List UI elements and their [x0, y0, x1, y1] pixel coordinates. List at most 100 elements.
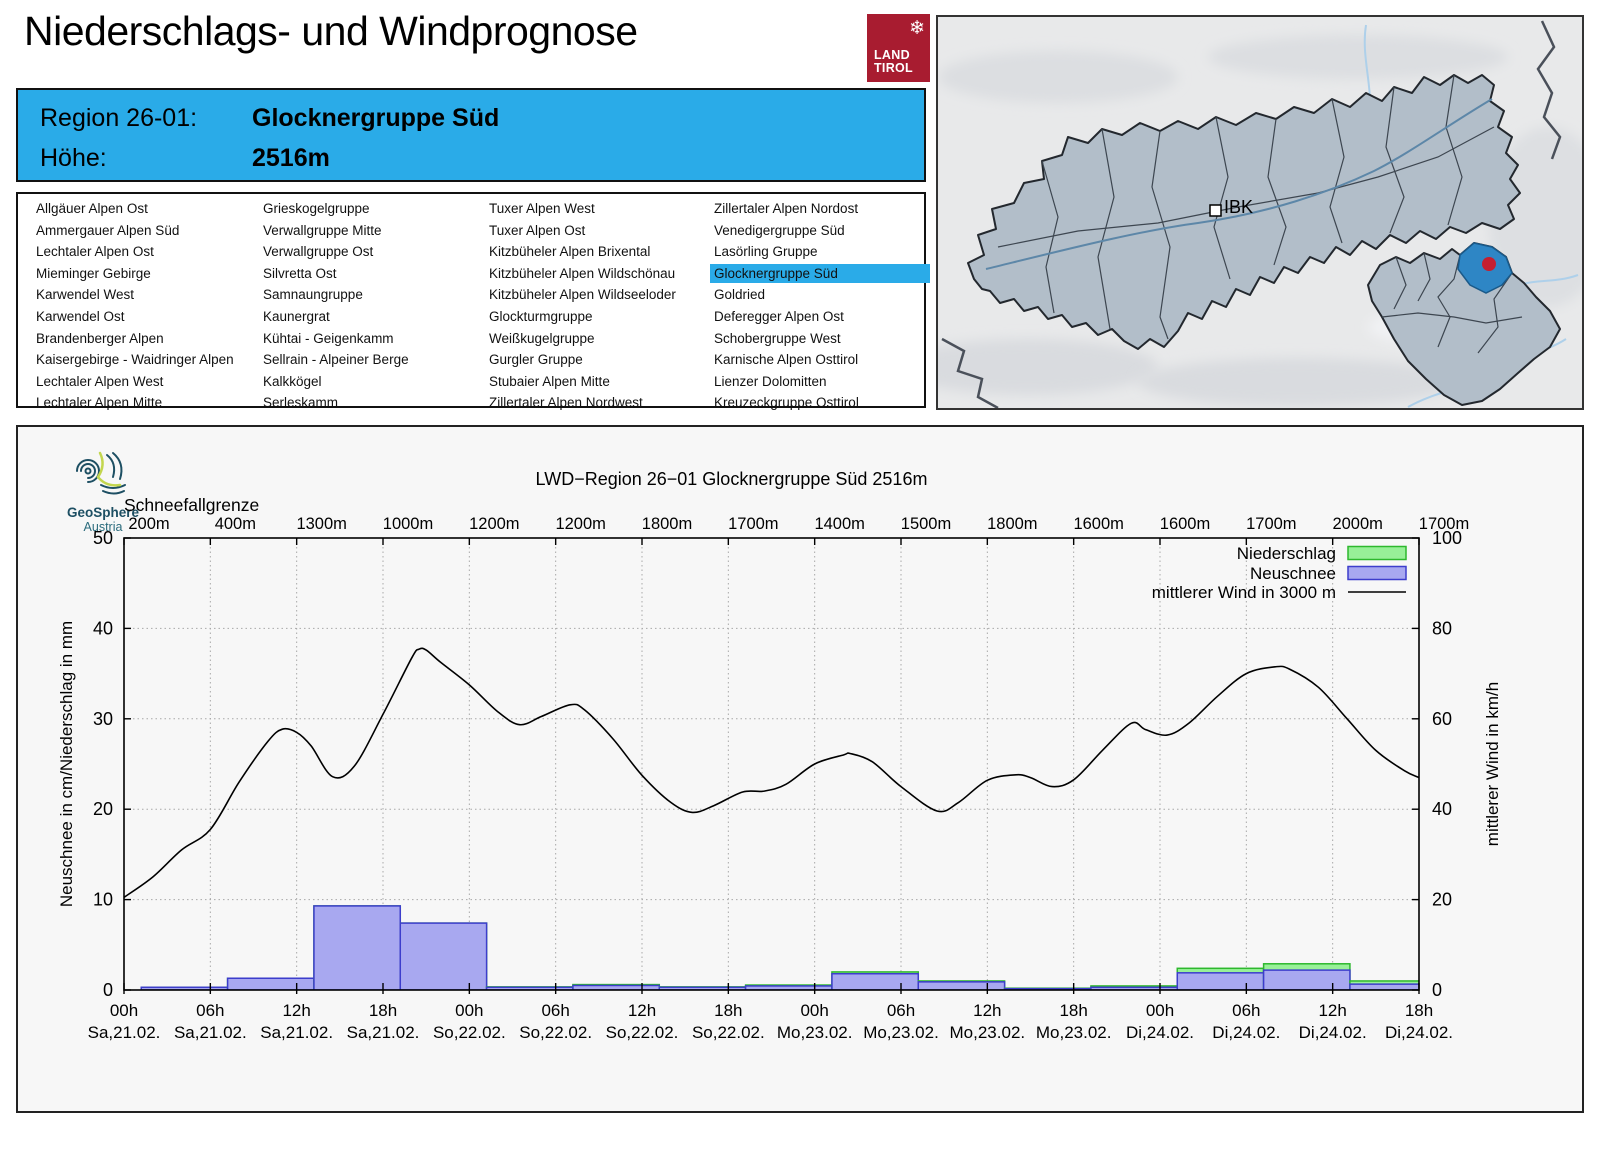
region-list-item[interactable]: Tuxer Alpen West	[489, 201, 595, 216]
region-list-item[interactable]: Ammergauer Alpen Süd	[36, 222, 180, 238]
region-list-item[interactable]: Kalkkögel	[263, 373, 322, 389]
x-tick-hour: 18h	[1405, 1001, 1433, 1020]
region-list-item[interactable]: Kreuzeckgruppe Osttirol	[714, 395, 859, 411]
region-list-item[interactable]: Gurgler Gruppe	[489, 352, 583, 368]
y-tick-left: 10	[93, 890, 113, 910]
x-tick-date: Sa,21.02.	[260, 1023, 333, 1042]
station-dot	[1482, 257, 1496, 271]
chart-title: LWD−Region 26−01 Glocknergruppe Süd 2516…	[536, 469, 928, 489]
region-list-item[interactable]: Zillertaler Alpen Nordost	[714, 201, 859, 216]
snowline-label: 1200m	[555, 515, 605, 533]
region-list-item[interactable]: Serleskamm	[263, 395, 339, 411]
land-tirol-logo-text: LAND TIROL	[874, 47, 913, 77]
region-name: Glocknergruppe Süd	[252, 104, 500, 132]
region-list-item[interactable]: Kaunergrat	[263, 309, 330, 324]
region-list-item[interactable]: Kühtai - Geigenkamm	[263, 330, 394, 346]
region-list-item[interactable]: Samnaungruppe	[263, 287, 363, 303]
national-border-lines	[941, 20, 1562, 408]
snowline-label: 1700m	[728, 515, 778, 533]
snowline-header: Schneefallgrenze	[124, 495, 259, 515]
region-list-item-selected[interactable]: Glocknergruppe Süd	[710, 263, 930, 284]
region-list-item[interactable]: Venedigergruppe Süd	[714, 222, 845, 238]
snowline-label: 1800m	[987, 515, 1037, 533]
legend-label: Neuschnee	[1250, 564, 1336, 583]
neuschnee-bar	[1349, 983, 1419, 990]
x-tick-hour: 18h	[369, 1001, 397, 1020]
forecast-chart-panel: GeoSphere Austria LWD−Region 26−01 Glock…	[16, 425, 1584, 1113]
region-list-item[interactable]: Schobergruppe West	[714, 330, 841, 346]
region-list-item[interactable]: Glockturmgruppe	[489, 309, 593, 324]
x-tick-hour: 00h	[1146, 1001, 1174, 1020]
region-list-item[interactable]: Lechtaler Alpen West	[36, 373, 164, 389]
region-list-item[interactable]: Grieskogelgruppe	[263, 201, 370, 216]
y-axis-label-left: Neuschnee in cm/Niederschlag in mm	[57, 621, 76, 907]
neuschnee-bar	[399, 922, 488, 990]
altitude-label: Höhe:	[40, 144, 107, 172]
region-list-item[interactable]: Karwendel Ost	[36, 309, 125, 324]
region-list-item[interactable]: Weißkugelgruppe	[489, 330, 595, 346]
region-list-item[interactable]: Brandenberger Alpen	[36, 330, 164, 346]
snowline-label: 1700m	[1419, 515, 1469, 533]
region-list-item[interactable]: Tuxer Alpen Ost	[489, 222, 586, 238]
x-tick-hour: 18h	[714, 1001, 742, 1020]
page-title: Niederschlags- und Windprognose	[24, 8, 638, 54]
region-list-item[interactable]: Karnische Alpen Osttirol	[714, 352, 859, 368]
snowline-label: 1500m	[901, 515, 951, 533]
region-list-item[interactable]: Silvretta Ost	[263, 265, 337, 281]
region-list-item[interactable]: Mieminger Gebirge	[36, 265, 151, 281]
region-list-item[interactable]: Karwendel West	[36, 287, 135, 303]
x-tick-hour: 06h	[196, 1001, 224, 1020]
region-list-item[interactable]: Verwallgruppe Ost	[263, 244, 374, 260]
y-tick-right: 20	[1432, 890, 1452, 910]
x-tick-date: Sa,21.02.	[347, 1023, 420, 1042]
snowline-label: 1200m	[469, 515, 519, 533]
y-tick-left: 0	[103, 980, 113, 1000]
region-list-item[interactable]: Kitzbüheler Alpen Wildschönau	[489, 265, 676, 281]
region-list-item[interactable]: Stubaier Alpen Mitte	[489, 373, 610, 389]
logo-line2: TIROL	[874, 61, 913, 76]
tirol-map: IBK	[936, 15, 1584, 410]
region-list-item[interactable]: Zillertaler Alpen Nordwest	[489, 395, 643, 411]
geosphere-logo: GeoSphere Austria	[48, 445, 158, 534]
region-list-item[interactable]: Kaisergebirge - Waidringer Alpen	[36, 352, 234, 368]
x-tick-hour: 18h	[1059, 1001, 1087, 1020]
y-tick-left: 20	[93, 799, 113, 819]
region-list-item[interactable]: Lasörling Gruppe	[714, 244, 818, 260]
region-list-item[interactable]: Lienzer Dolomitten	[714, 373, 827, 389]
region-list-item[interactable]: Goldried	[714, 287, 766, 303]
y-tick-right: 60	[1432, 709, 1452, 729]
inn-river	[985, 98, 1493, 270]
region-list-item[interactable]: Lechtaler Alpen Mitte	[36, 395, 163, 411]
region-list-item[interactable]: Kitzbüheler Alpen Brixental	[489, 244, 651, 260]
y-tick-right: 0	[1432, 980, 1442, 1000]
snowflake-icon: ❄	[909, 18, 925, 39]
x-tick-hour: 12h	[973, 1001, 1001, 1020]
x-tick-date: So,22.02.	[692, 1023, 765, 1042]
region-list-item[interactable]: Sellrain - Alpeiner Berge	[263, 352, 409, 368]
logo-line1: LAND	[874, 47, 910, 62]
neuschnee-bar	[226, 977, 315, 990]
region-list-item[interactable]: Allgäuer Alpen Ost	[36, 201, 148, 216]
altitude-value: 2516m	[252, 144, 330, 172]
snowline-label: 1700m	[1246, 515, 1296, 533]
map-region-east-tirol	[1367, 242, 1561, 406]
snowline-label: 400m	[215, 515, 256, 533]
region-list-item[interactable]: Kitzbüheler Alpen Wildseeloder	[489, 287, 676, 303]
region-list-item[interactable]: Deferegger Alpen Ost	[714, 309, 844, 324]
geosphere-name: GeoSphere	[66, 505, 140, 520]
ibk-marker	[1209, 204, 1222, 217]
region-list-item[interactable]: Verwallgruppe Mitte	[263, 222, 382, 238]
y-tick-right: 40	[1432, 799, 1452, 819]
snowline-label: 2000m	[1332, 515, 1382, 533]
snowline-label: 1600m	[1073, 515, 1123, 533]
region-list-item[interactable]: Lechtaler Alpen Ost	[36, 244, 154, 260]
region-label: Region 26-01:	[40, 104, 198, 132]
y-tick-right: 100	[1432, 528, 1462, 548]
map-inner-borders-north	[997, 74, 1495, 340]
snowline-label: 1400m	[814, 515, 864, 533]
map-region-north-tirol	[967, 74, 1521, 350]
snowline-label: 1000m	[383, 515, 433, 533]
legend-label: Niederschlag	[1237, 544, 1336, 563]
x-tick-date: Di,24.02.	[1385, 1023, 1453, 1042]
